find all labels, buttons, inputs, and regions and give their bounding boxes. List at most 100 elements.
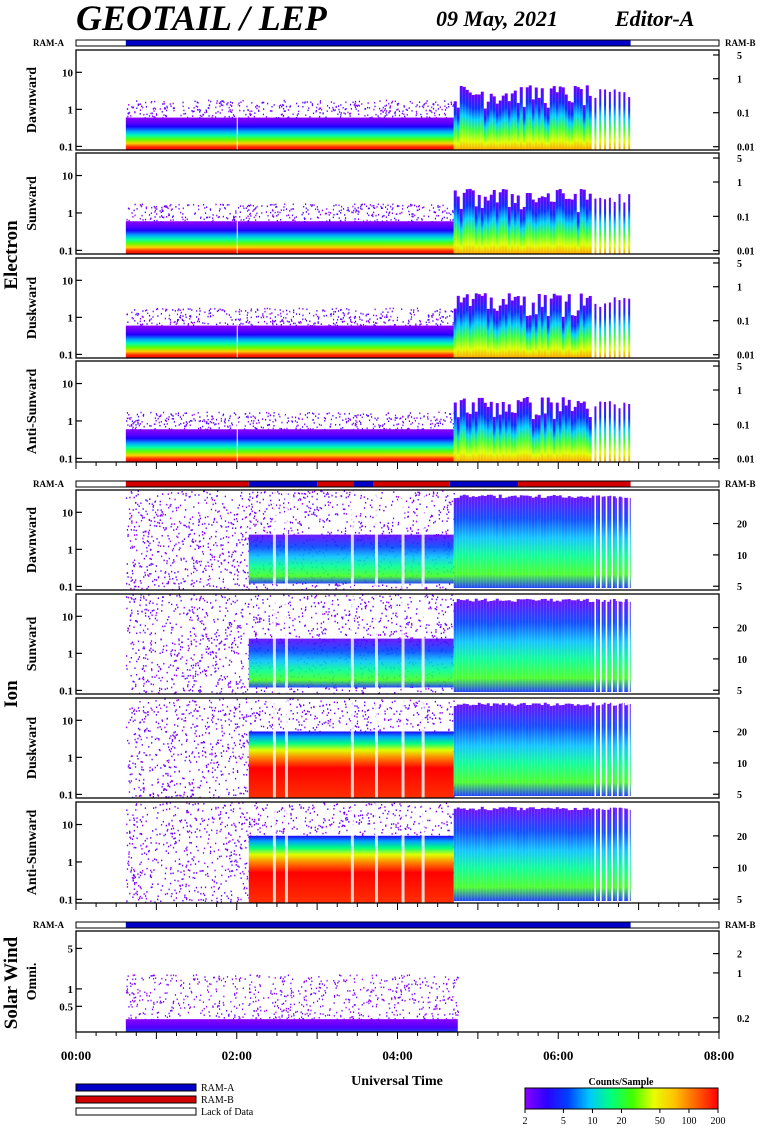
electron-core-band xyxy=(125,221,454,254)
x-tick-label: 00:00 xyxy=(61,1048,91,1063)
solar-wind-band xyxy=(125,1019,458,1032)
panel-label: Duskward xyxy=(25,717,40,779)
spectrogram-panel: 0.1 1 10 0.01 0.1 1 5 Sunward xyxy=(25,152,755,258)
right-tick-label: 1 xyxy=(737,386,742,397)
legend-swatch-lack-of-data xyxy=(75,1107,197,1116)
colorbar-title: Counts/Sample xyxy=(588,1077,654,1088)
panel-frame xyxy=(75,930,720,1033)
panel-label: Anti-Sunward xyxy=(25,810,40,896)
legend-swatch-ram-a xyxy=(75,1083,197,1092)
group-label-ion: Ion xyxy=(1,680,22,708)
panel-frame xyxy=(75,593,720,695)
y-tick-label: 10 xyxy=(62,611,74,623)
panel-frame xyxy=(75,697,720,799)
y-tick-label: 1 xyxy=(68,984,74,996)
y-tick-label: 10 xyxy=(62,67,74,79)
x-axis-label: Universal Time xyxy=(351,1074,443,1089)
right-tick-label: 1 xyxy=(737,969,742,980)
group-label-solar-wind: Solar Wind xyxy=(1,936,22,1029)
ram-label-right: RAM-B xyxy=(725,38,756,48)
y-tick-label: 1 xyxy=(68,648,74,660)
right-tick-label: 0.1 xyxy=(737,420,750,431)
ram-bar-segment xyxy=(449,481,519,487)
y-tick-label: 0.1 xyxy=(59,581,73,593)
panel-label: Dawnward xyxy=(25,67,40,133)
y-tick-label: 10 xyxy=(62,275,74,287)
panel-label: Duskward xyxy=(25,277,40,339)
spectrogram-image xyxy=(125,153,631,254)
ram-label-left: RAM-A xyxy=(33,920,64,930)
right-tick-label: 5 xyxy=(737,895,742,906)
colorbar xyxy=(524,1087,719,1110)
right-tick-label: 5 xyxy=(737,582,742,593)
x-tick-label: 02:00 xyxy=(222,1048,252,1063)
ram-bar-segment xyxy=(248,481,318,487)
right-tick-label: 20 xyxy=(737,624,747,635)
panel-label: Anti-Sunward xyxy=(25,369,40,455)
spectrogram-panel: 0.1 1 10 0.01 0.1 1 5 Dawnward xyxy=(25,49,755,154)
panel-label: Sunward xyxy=(25,617,40,672)
right-tick-label: 0.1 xyxy=(737,212,750,223)
right-tick-label: 5 xyxy=(737,154,742,165)
electron-core-band xyxy=(125,117,454,150)
right-tick-label: 10 xyxy=(737,759,747,770)
ram-bar-segment xyxy=(125,40,631,46)
y-tick-label: 0.5 xyxy=(59,1001,73,1013)
colorbar-tick-label: 20 xyxy=(617,1116,627,1127)
annotation-layer: RAM-A RAM-B RAM-A RAM-B RAM-A RAM-B xyxy=(33,38,756,1039)
x-tick-label: 06:00 xyxy=(543,1048,573,1063)
right-tick-label: 10 xyxy=(737,864,747,875)
ram-bar-segment xyxy=(518,481,631,487)
ram-mode-bar: RAM-A RAM-B xyxy=(33,479,756,489)
ram-mode-bar: RAM-A RAM-B xyxy=(33,920,756,930)
y-tick-label: 1 xyxy=(68,752,74,764)
panel-layer: 0.1 1 10 0.01 0.1 1 5 Dawnward 0.1 1 10 0.01 0.1 1 5 Su… xyxy=(25,49,755,1033)
x-tick-label: 04:00 xyxy=(382,1048,412,1063)
right-tick-label: 0.01 xyxy=(737,455,755,466)
right-tick-label: 5 xyxy=(737,259,742,270)
plot-editor: Editor-A xyxy=(614,6,694,31)
y-tick-label: 0.1 xyxy=(59,245,73,257)
right-tick-label: 20 xyxy=(737,832,747,843)
y-tick-label: 0.1 xyxy=(59,894,73,906)
spectrogram-image xyxy=(125,490,631,590)
right-tick-label: 1 xyxy=(737,178,742,189)
ram-label-left: RAM-A xyxy=(33,479,64,489)
right-tick-label: 5 xyxy=(737,686,742,697)
ram-label-right: RAM-B xyxy=(725,920,756,930)
spectrogram-panel: 0.1 1 10 5 10 20 Anti-Sunward xyxy=(25,801,747,906)
right-tick-label: 10 xyxy=(737,655,747,666)
right-tick-label: 0.1 xyxy=(737,109,750,120)
legend-label-ram-a: RAM-A xyxy=(201,1083,235,1094)
ram-mode-bar: RAM-A RAM-B xyxy=(33,38,756,48)
y-tick-label: 1 xyxy=(68,416,74,428)
y-tick-label: 5 xyxy=(68,943,74,955)
x-tick-label: 08:00 xyxy=(704,1048,734,1063)
ram-bar-segment xyxy=(353,481,374,487)
plot-title: GEOTAIL / LEP xyxy=(76,0,328,38)
y-tick-label: 10 xyxy=(62,715,74,727)
panel-label: Omni. xyxy=(25,963,40,1001)
y-tick-label: 0.1 xyxy=(59,141,73,153)
legend-label-lack-of-data: Lack of Data xyxy=(201,1107,254,1118)
right-tick-label: 5 xyxy=(737,51,742,62)
colorbar-ticks: 2 5 10 20 50 100 200 xyxy=(523,1109,726,1127)
panel-label: Sunward xyxy=(25,176,40,231)
y-tick-label: 10 xyxy=(62,507,74,519)
ram-bar-segment xyxy=(317,481,354,487)
right-tick-label: 20 xyxy=(737,520,747,531)
colorbar-tick-label: 50 xyxy=(655,1116,665,1127)
ram-label-left: RAM-A xyxy=(33,38,64,48)
y-tick-label: 1 xyxy=(68,312,74,324)
plot-date: 09 May, 2021 xyxy=(436,6,558,31)
y-tick-label: 1 xyxy=(68,104,74,116)
spectrogram-panel: 0.1 1 10 0.01 0.1 1 5 Anti-Sunward xyxy=(25,360,755,466)
y-tick-label: 0.1 xyxy=(59,349,73,361)
colorbar-tick-label: 10 xyxy=(587,1116,597,1127)
panel-frame xyxy=(75,152,720,255)
right-tick-label: 1 xyxy=(737,75,742,86)
y-tick-label: 1 xyxy=(68,544,74,556)
spectrogram-image xyxy=(125,361,631,462)
spectrogram-image xyxy=(125,258,631,358)
